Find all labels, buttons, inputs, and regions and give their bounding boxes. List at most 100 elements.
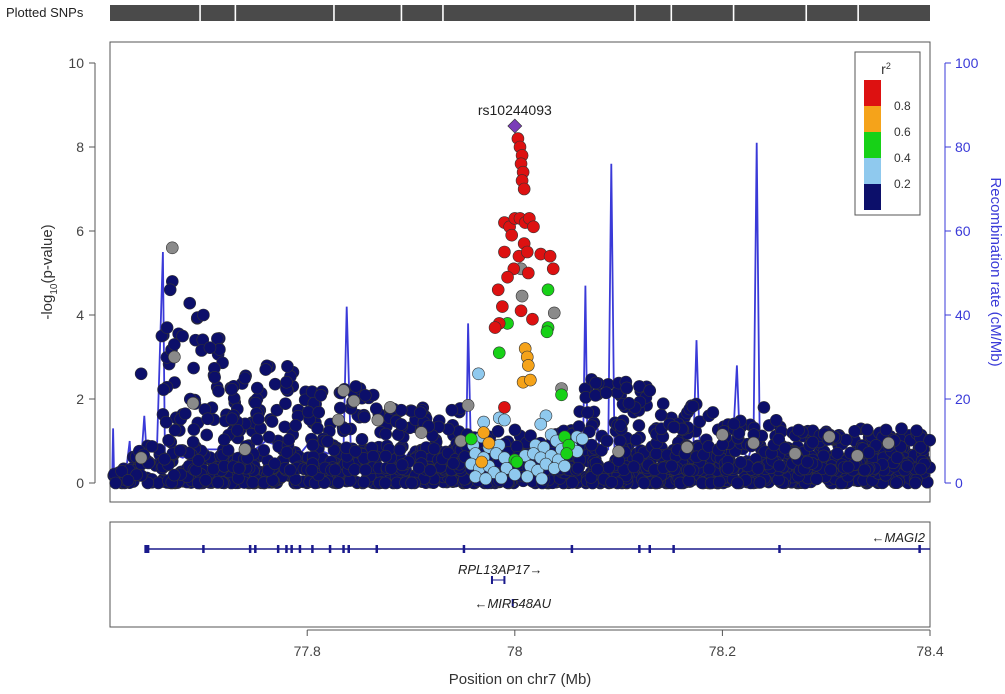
snp-point-na bbox=[238, 443, 252, 456]
snp-point-low-ld bbox=[384, 462, 398, 475]
snp-point-na bbox=[337, 384, 350, 397]
snp-point-na bbox=[415, 426, 428, 439]
plotted-snps-label: Plotted SNPs bbox=[6, 5, 84, 20]
plotted-snp-tick bbox=[442, 5, 444, 21]
snp-point-low-ld bbox=[357, 475, 371, 489]
snp-point-low-ld bbox=[656, 397, 670, 411]
plotted-snp-tick bbox=[670, 5, 673, 21]
snp-point-red bbox=[543, 249, 557, 263]
snp-point-na bbox=[347, 394, 361, 408]
snp-point-low-ld bbox=[890, 476, 903, 490]
snp-point-green bbox=[560, 447, 574, 460]
snp-point-low-ld bbox=[727, 417, 741, 431]
snp-point-ltblue bbox=[498, 451, 511, 465]
snp-point-low-ld bbox=[327, 443, 341, 457]
snp-point-low-ld bbox=[163, 283, 177, 297]
plotted-snp-tick bbox=[199, 5, 201, 21]
snp-point-low-ld bbox=[262, 430, 276, 444]
snp-point-low-ld bbox=[145, 440, 159, 453]
snp-point-low-ld bbox=[232, 462, 246, 475]
snp-point-ltblue bbox=[508, 468, 522, 481]
plotted-snp-tick bbox=[857, 5, 859, 21]
snp-point-low-ld bbox=[654, 408, 668, 422]
snp-point-orange bbox=[524, 373, 537, 387]
snp-point-low-ld bbox=[778, 441, 792, 455]
snp-point-low-ld bbox=[348, 463, 361, 476]
snp-point-low-ld bbox=[321, 435, 334, 448]
gene-exon bbox=[638, 545, 641, 553]
snp-point-low-ld bbox=[394, 418, 408, 431]
snp-point-low-ld bbox=[909, 476, 922, 490]
snp-point-na bbox=[461, 398, 475, 412]
snp-point-low-ld bbox=[333, 401, 347, 415]
snp-point-low-ld bbox=[203, 341, 217, 354]
legend-swatch bbox=[864, 184, 881, 210]
snp-point-low-ld bbox=[167, 468, 181, 482]
snp-point-low-ld bbox=[121, 474, 135, 487]
snp-point-low-ld bbox=[751, 462, 765, 475]
snp-point-low-ld bbox=[379, 449, 393, 463]
snp-point-red bbox=[514, 304, 528, 318]
y2-tick-label: 40 bbox=[955, 307, 971, 323]
snp-point-low-ld bbox=[491, 424, 505, 438]
snp-point-na bbox=[186, 396, 200, 410]
snp-point-low-ld bbox=[605, 475, 618, 489]
x-tick-label: 78.4 bbox=[916, 643, 943, 659]
lead-snp-layer: rs10244093 bbox=[478, 102, 552, 134]
snp-point-low-ld bbox=[289, 419, 302, 432]
snp-point-low-ld bbox=[252, 412, 265, 426]
snp-point-ltblue bbox=[472, 367, 485, 381]
snp-point-low-ld bbox=[773, 459, 786, 473]
snp-point-red bbox=[498, 245, 511, 259]
snp-point-low-ld bbox=[379, 427, 393, 441]
snp-point-low-ld bbox=[757, 401, 771, 414]
snp-point-low-ld bbox=[160, 321, 174, 334]
snp-point-low-ld bbox=[914, 462, 927, 476]
snp-point-low-ld bbox=[249, 396, 262, 410]
y-tick-label: 6 bbox=[76, 223, 84, 239]
snp-point-green bbox=[541, 283, 555, 297]
snp-point-low-ld bbox=[192, 454, 205, 467]
snp-point-red bbox=[517, 182, 531, 196]
snp-point-na bbox=[747, 436, 760, 450]
snp-point-low-ld bbox=[306, 438, 320, 452]
gene-exon bbox=[342, 545, 345, 553]
y2-tick-label: 0 bbox=[955, 475, 963, 491]
y-axis-right-title: Recombination rate (cM/Mb) bbox=[987, 177, 1004, 366]
snp-point-low-ld bbox=[914, 440, 927, 454]
snp-point-red bbox=[520, 245, 534, 259]
y-axis-right: 0 20 40 60 80 100 bbox=[944, 55, 979, 491]
snp-point-low-ld bbox=[393, 443, 407, 457]
snp-point-ltblue bbox=[535, 472, 549, 486]
snp-point-low-ld bbox=[584, 471, 598, 484]
snp-point-ltblue bbox=[520, 470, 534, 484]
snp-point-low-ld bbox=[446, 457, 460, 470]
y2-tick-label: 100 bbox=[955, 55, 979, 71]
snp-point-low-ld bbox=[693, 415, 707, 428]
x-axis-title: Position on chr7 (Mb) bbox=[449, 671, 592, 688]
snp-point-low-ld bbox=[643, 384, 657, 397]
snp-point-low-ld bbox=[753, 476, 767, 489]
snp-point-green bbox=[492, 346, 506, 360]
snp-point-low-ld bbox=[806, 435, 819, 449]
snp-point-low-ld bbox=[358, 410, 371, 424]
y-axis-left: 0 2 4 6 8 10 bbox=[68, 55, 96, 491]
snp-point-low-ld bbox=[629, 433, 643, 447]
snp-point-low-ld bbox=[199, 473, 213, 487]
x-tick-label: 77.8 bbox=[294, 643, 321, 659]
snp-point-na bbox=[134, 451, 148, 465]
snp-point-low-ld bbox=[848, 424, 861, 438]
snp-point-low-ld bbox=[622, 396, 636, 410]
gene-exon bbox=[276, 545, 280, 553]
y2-tick-label: 60 bbox=[955, 223, 971, 239]
snp-point-low-ld bbox=[200, 428, 214, 442]
snp-point-na bbox=[168, 350, 181, 364]
snp-point-low-ld bbox=[862, 446, 876, 459]
snp-point-low-ld bbox=[283, 463, 297, 477]
gene-exon bbox=[311, 545, 314, 553]
snp-point-low-ld bbox=[225, 382, 239, 396]
snp-point-na bbox=[454, 434, 468, 448]
snp-point-green bbox=[510, 455, 524, 469]
snp-point-low-ld bbox=[890, 451, 904, 465]
legend-swatch bbox=[864, 158, 881, 184]
